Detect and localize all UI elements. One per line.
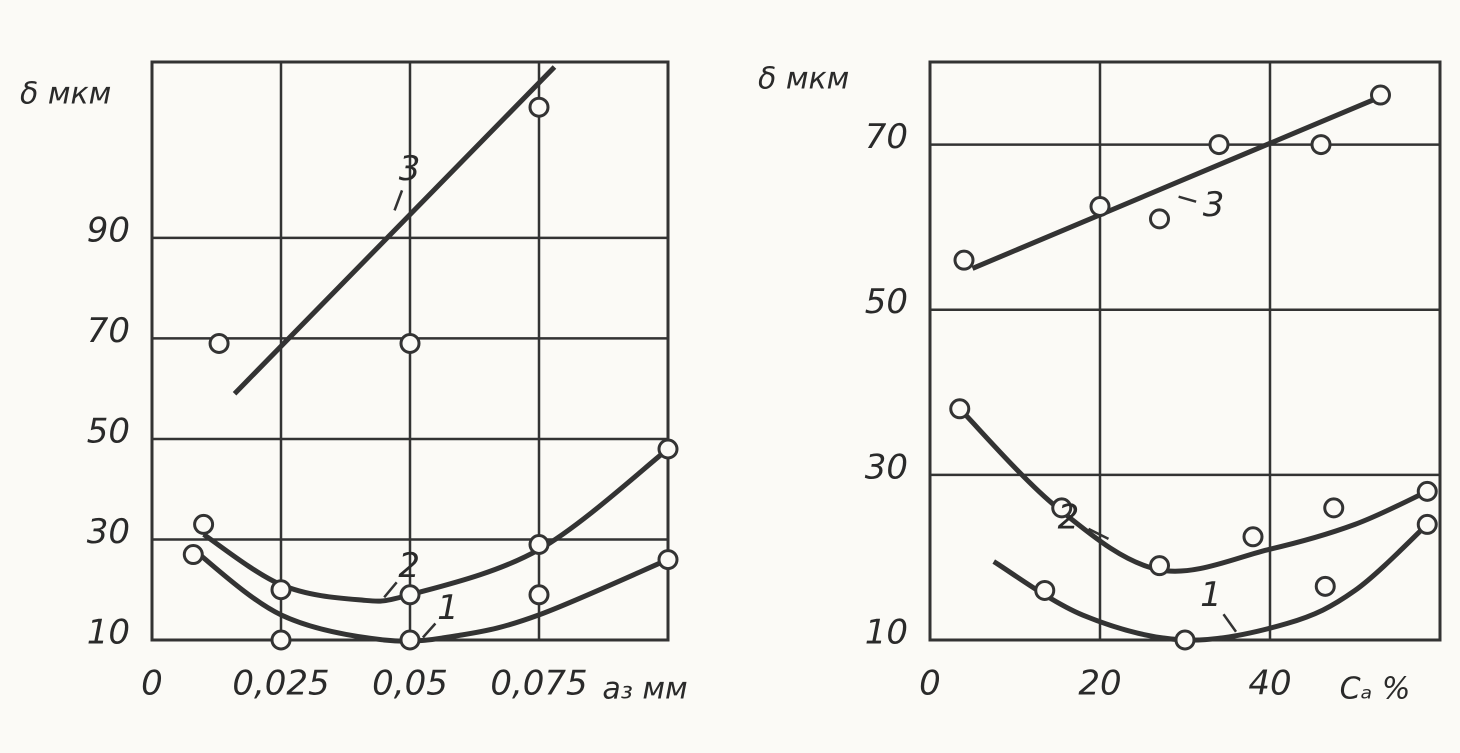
x-tick-label: 20	[1078, 664, 1121, 704]
fit-curve	[232, 65, 557, 396]
x-tick-label: 0,025	[232, 664, 329, 704]
data-point	[528, 96, 550, 118]
data-point	[399, 584, 421, 606]
series-label: 3	[399, 149, 421, 189]
data-point	[1149, 555, 1170, 577]
data-point	[1149, 208, 1170, 230]
data-point	[1314, 575, 1336, 597]
data-point	[1208, 134, 1230, 156]
chart: 10 30 50 70 0 20 40 δ мкм Cₐ % 1 2 3	[758, 60, 1442, 707]
data-point	[657, 438, 679, 460]
data-point	[1242, 526, 1264, 548]
data-point	[949, 398, 971, 420]
series-label: 3	[1203, 185, 1225, 225]
y-tick-label: 10	[865, 613, 908, 653]
data-point	[528, 584, 550, 606]
x-tick-label: 0,075	[490, 664, 587, 704]
y-tick-label: 70	[87, 311, 130, 351]
label-leader	[1178, 195, 1197, 203]
series-label: 1	[437, 588, 459, 628]
data-point	[1051, 497, 1073, 519]
label-leader	[1087, 527, 1110, 540]
data-point	[1089, 196, 1111, 217]
label-leader	[1222, 613, 1238, 633]
data-point	[1323, 497, 1345, 519]
label-leader	[393, 189, 404, 211]
y-tick-label: 50	[87, 411, 130, 451]
data-point	[270, 579, 292, 601]
data-point	[1310, 134, 1332, 156]
series-label: 2	[398, 546, 420, 586]
fit-curve	[992, 522, 1429, 643]
y-tick-label: 30	[87, 512, 130, 552]
fit-curve	[971, 92, 1386, 271]
x-tick-label: 0	[141, 664, 163, 704]
data-point	[270, 629, 292, 651]
data-point	[1416, 480, 1438, 502]
x-axis-title: Cₐ %	[1340, 672, 1411, 707]
data-point	[399, 332, 421, 354]
y-tick-label: 30	[865, 447, 908, 487]
data-point	[208, 332, 230, 354]
y-axis-title: δ мкм	[20, 77, 111, 112]
x-tick-label: 0,05	[372, 664, 448, 704]
data-point	[182, 544, 204, 566]
data-point	[399, 629, 421, 651]
y-tick-label: 70	[865, 117, 908, 157]
y-tick-label: 10	[87, 613, 130, 653]
series-label: 2	[1058, 497, 1080, 537]
label-leader	[383, 581, 398, 599]
x-tick-label: 40	[1248, 664, 1291, 704]
x-tick-label: 0	[919, 664, 941, 704]
data-point	[1174, 629, 1196, 651]
data-point	[1416, 513, 1438, 535]
series-label: 1	[1200, 575, 1222, 615]
chart: 10 30 50 70 90 0 0,025 0,05 0,075 δ мкм a₃ мм 12 3	[20, 60, 688, 707]
data-point	[1034, 579, 1056, 601]
data-point	[1370, 84, 1391, 106]
y-axis-title: δ мкм	[758, 62, 849, 97]
x-axis-title: a₃ мм	[602, 672, 687, 707]
data-point	[657, 549, 679, 571]
y-tick-label: 90	[87, 210, 130, 250]
data-point	[953, 249, 975, 271]
data-point	[528, 534, 550, 556]
data-point	[193, 513, 215, 535]
fit-curve	[202, 447, 670, 604]
y-tick-label: 50	[865, 282, 908, 322]
plot-frame	[928, 60, 1442, 642]
fit-curve	[957, 407, 1429, 574]
label-leader	[421, 622, 437, 639]
